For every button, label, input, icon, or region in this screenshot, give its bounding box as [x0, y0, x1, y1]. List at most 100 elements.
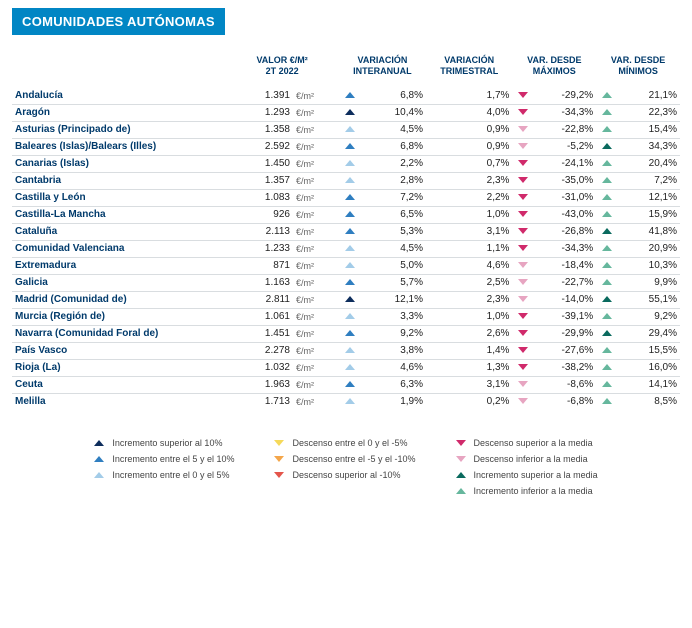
region-name: Murcia (Región de)	[12, 308, 225, 325]
triangle-down-icon	[512, 240, 534, 257]
var-min: 8,5%	[618, 393, 680, 410]
value: 2.811	[225, 291, 293, 308]
var-min: 41,8%	[618, 223, 680, 240]
unit: €/m²	[293, 223, 339, 240]
unit: €/m²	[293, 325, 339, 342]
triangle-up-icon	[339, 189, 361, 206]
var-max: -29,9%	[534, 325, 596, 342]
legend-item: Incremento superior a la media	[456, 470, 598, 480]
var-min: 15,5%	[618, 342, 680, 359]
legend-item: Incremento entre el 0 y el 5%	[94, 470, 234, 480]
triangle-up-icon	[339, 223, 361, 240]
region-name: Rioja (La)	[12, 359, 225, 376]
table-row: Melilla1.713€/m²1,9%0,2%-6,8%8,5%	[12, 393, 680, 410]
col-max: VAR. DESDEMÁXIMOS	[512, 53, 596, 88]
triangle-up-icon	[596, 291, 618, 308]
var-trimestral: 2,2%	[426, 189, 512, 206]
region-name: Madrid (Comunidad de)	[12, 291, 225, 308]
triangle-down-icon	[512, 376, 534, 393]
var-interanual: 1,9%	[361, 393, 426, 410]
var-min: 15,4%	[618, 121, 680, 138]
var-interanual: 6,8%	[361, 138, 426, 155]
legend-label: Incremento inferior a la media	[474, 486, 593, 496]
triangle-down-icon	[512, 189, 534, 206]
var-trimestral: 1,4%	[426, 342, 512, 359]
triangle-up-icon	[596, 223, 618, 240]
var-max: -29,2%	[534, 88, 596, 105]
triangle-down-icon	[512, 155, 534, 172]
triangle-up-icon	[596, 257, 618, 274]
legend-item: Descenso entre el 0 y el -5%	[274, 438, 415, 448]
legend-label: Incremento entre el 0 y el 5%	[112, 470, 229, 480]
triangle-up-icon	[339, 274, 361, 291]
var-min: 10,3%	[618, 257, 680, 274]
var-max: -34,3%	[534, 104, 596, 121]
var-min: 7,2%	[618, 172, 680, 189]
var-trimestral: 0,2%	[426, 393, 512, 410]
triangle-up-icon	[596, 206, 618, 223]
col-region	[12, 53, 225, 88]
var-max: -6,8%	[534, 393, 596, 410]
region-name: Canarias (Islas)	[12, 155, 225, 172]
var-interanual: 5,0%	[361, 257, 426, 274]
triangle-down-icon	[512, 274, 534, 291]
var-max: -22,8%	[534, 121, 596, 138]
table-row: Galicia1.163€/m²5,7%2,5%-22,7%9,9%	[12, 274, 680, 291]
legend-item: Incremento entre el 5 y el 10%	[94, 454, 234, 464]
triangle-up-icon	[456, 472, 466, 478]
legend-label: Descenso inferior a la media	[474, 454, 588, 464]
table-row: Cantabria1.357€/m²2,8%2,3%-35,0%7,2%	[12, 172, 680, 189]
var-interanual: 5,3%	[361, 223, 426, 240]
var-interanual: 4,5%	[361, 240, 426, 257]
var-trimestral: 3,1%	[426, 376, 512, 393]
triangle-down-icon	[512, 223, 534, 240]
value: 871	[225, 257, 293, 274]
var-trimestral: 1,0%	[426, 206, 512, 223]
table-row: Navarra (Comunidad Foral de)1.451€/m²9,2…	[12, 325, 680, 342]
triangle-down-icon	[512, 138, 534, 155]
unit: €/m²	[293, 240, 339, 257]
triangle-up-icon	[596, 393, 618, 410]
region-name: Navarra (Comunidad Foral de)	[12, 325, 225, 342]
var-trimestral: 1,3%	[426, 359, 512, 376]
region-name: Castilla-La Mancha	[12, 206, 225, 223]
triangle-up-icon	[339, 393, 361, 410]
triangle-down-icon	[274, 472, 284, 478]
var-trimestral: 2,5%	[426, 274, 512, 291]
value: 1.391	[225, 88, 293, 105]
var-max: -8,6%	[534, 376, 596, 393]
var-max: -18,4%	[534, 257, 596, 274]
var-max: -35,0%	[534, 172, 596, 189]
var-trimestral: 1,7%	[426, 88, 512, 105]
unit: €/m²	[293, 342, 339, 359]
table-row: Baleares (Islas)/Balears (Illes)2.592€/m…	[12, 138, 680, 155]
value: 1.357	[225, 172, 293, 189]
legend: Incremento superior al 10%Incremento ent…	[12, 438, 680, 496]
var-max: -22,7%	[534, 274, 596, 291]
triangle-down-icon	[512, 88, 534, 105]
triangle-up-icon	[339, 88, 361, 105]
var-trimestral: 4,6%	[426, 257, 512, 274]
table-row: Aragón1.293€/m²10,4%4,0%-34,3%22,3%	[12, 104, 680, 121]
value: 1.032	[225, 359, 293, 376]
value: 1.083	[225, 189, 293, 206]
var-interanual: 3,8%	[361, 342, 426, 359]
table-row: Canarias (Islas)1.450€/m²2,2%0,7%-24,1%2…	[12, 155, 680, 172]
unit: €/m²	[293, 308, 339, 325]
triangle-up-icon	[596, 359, 618, 376]
triangle-down-icon	[512, 308, 534, 325]
triangle-down-icon	[274, 440, 284, 446]
unit: €/m²	[293, 155, 339, 172]
var-interanual: 4,6%	[361, 359, 426, 376]
legend-label: Incremento superior a la media	[474, 470, 598, 480]
legend-item: Descenso superior a la media	[456, 438, 598, 448]
unit: €/m²	[293, 172, 339, 189]
data-table: VALOR €/M²2T 2022 VARIACIÓNINTERANUAL VA…	[12, 53, 680, 410]
unit: €/m²	[293, 189, 339, 206]
col-min: VAR. DESDEMÍNIMOS	[596, 53, 680, 88]
var-max: -43,0%	[534, 206, 596, 223]
value: 1.450	[225, 155, 293, 172]
var-trimestral: 0,9%	[426, 138, 512, 155]
triangle-up-icon	[596, 342, 618, 359]
unit: €/m²	[293, 274, 339, 291]
